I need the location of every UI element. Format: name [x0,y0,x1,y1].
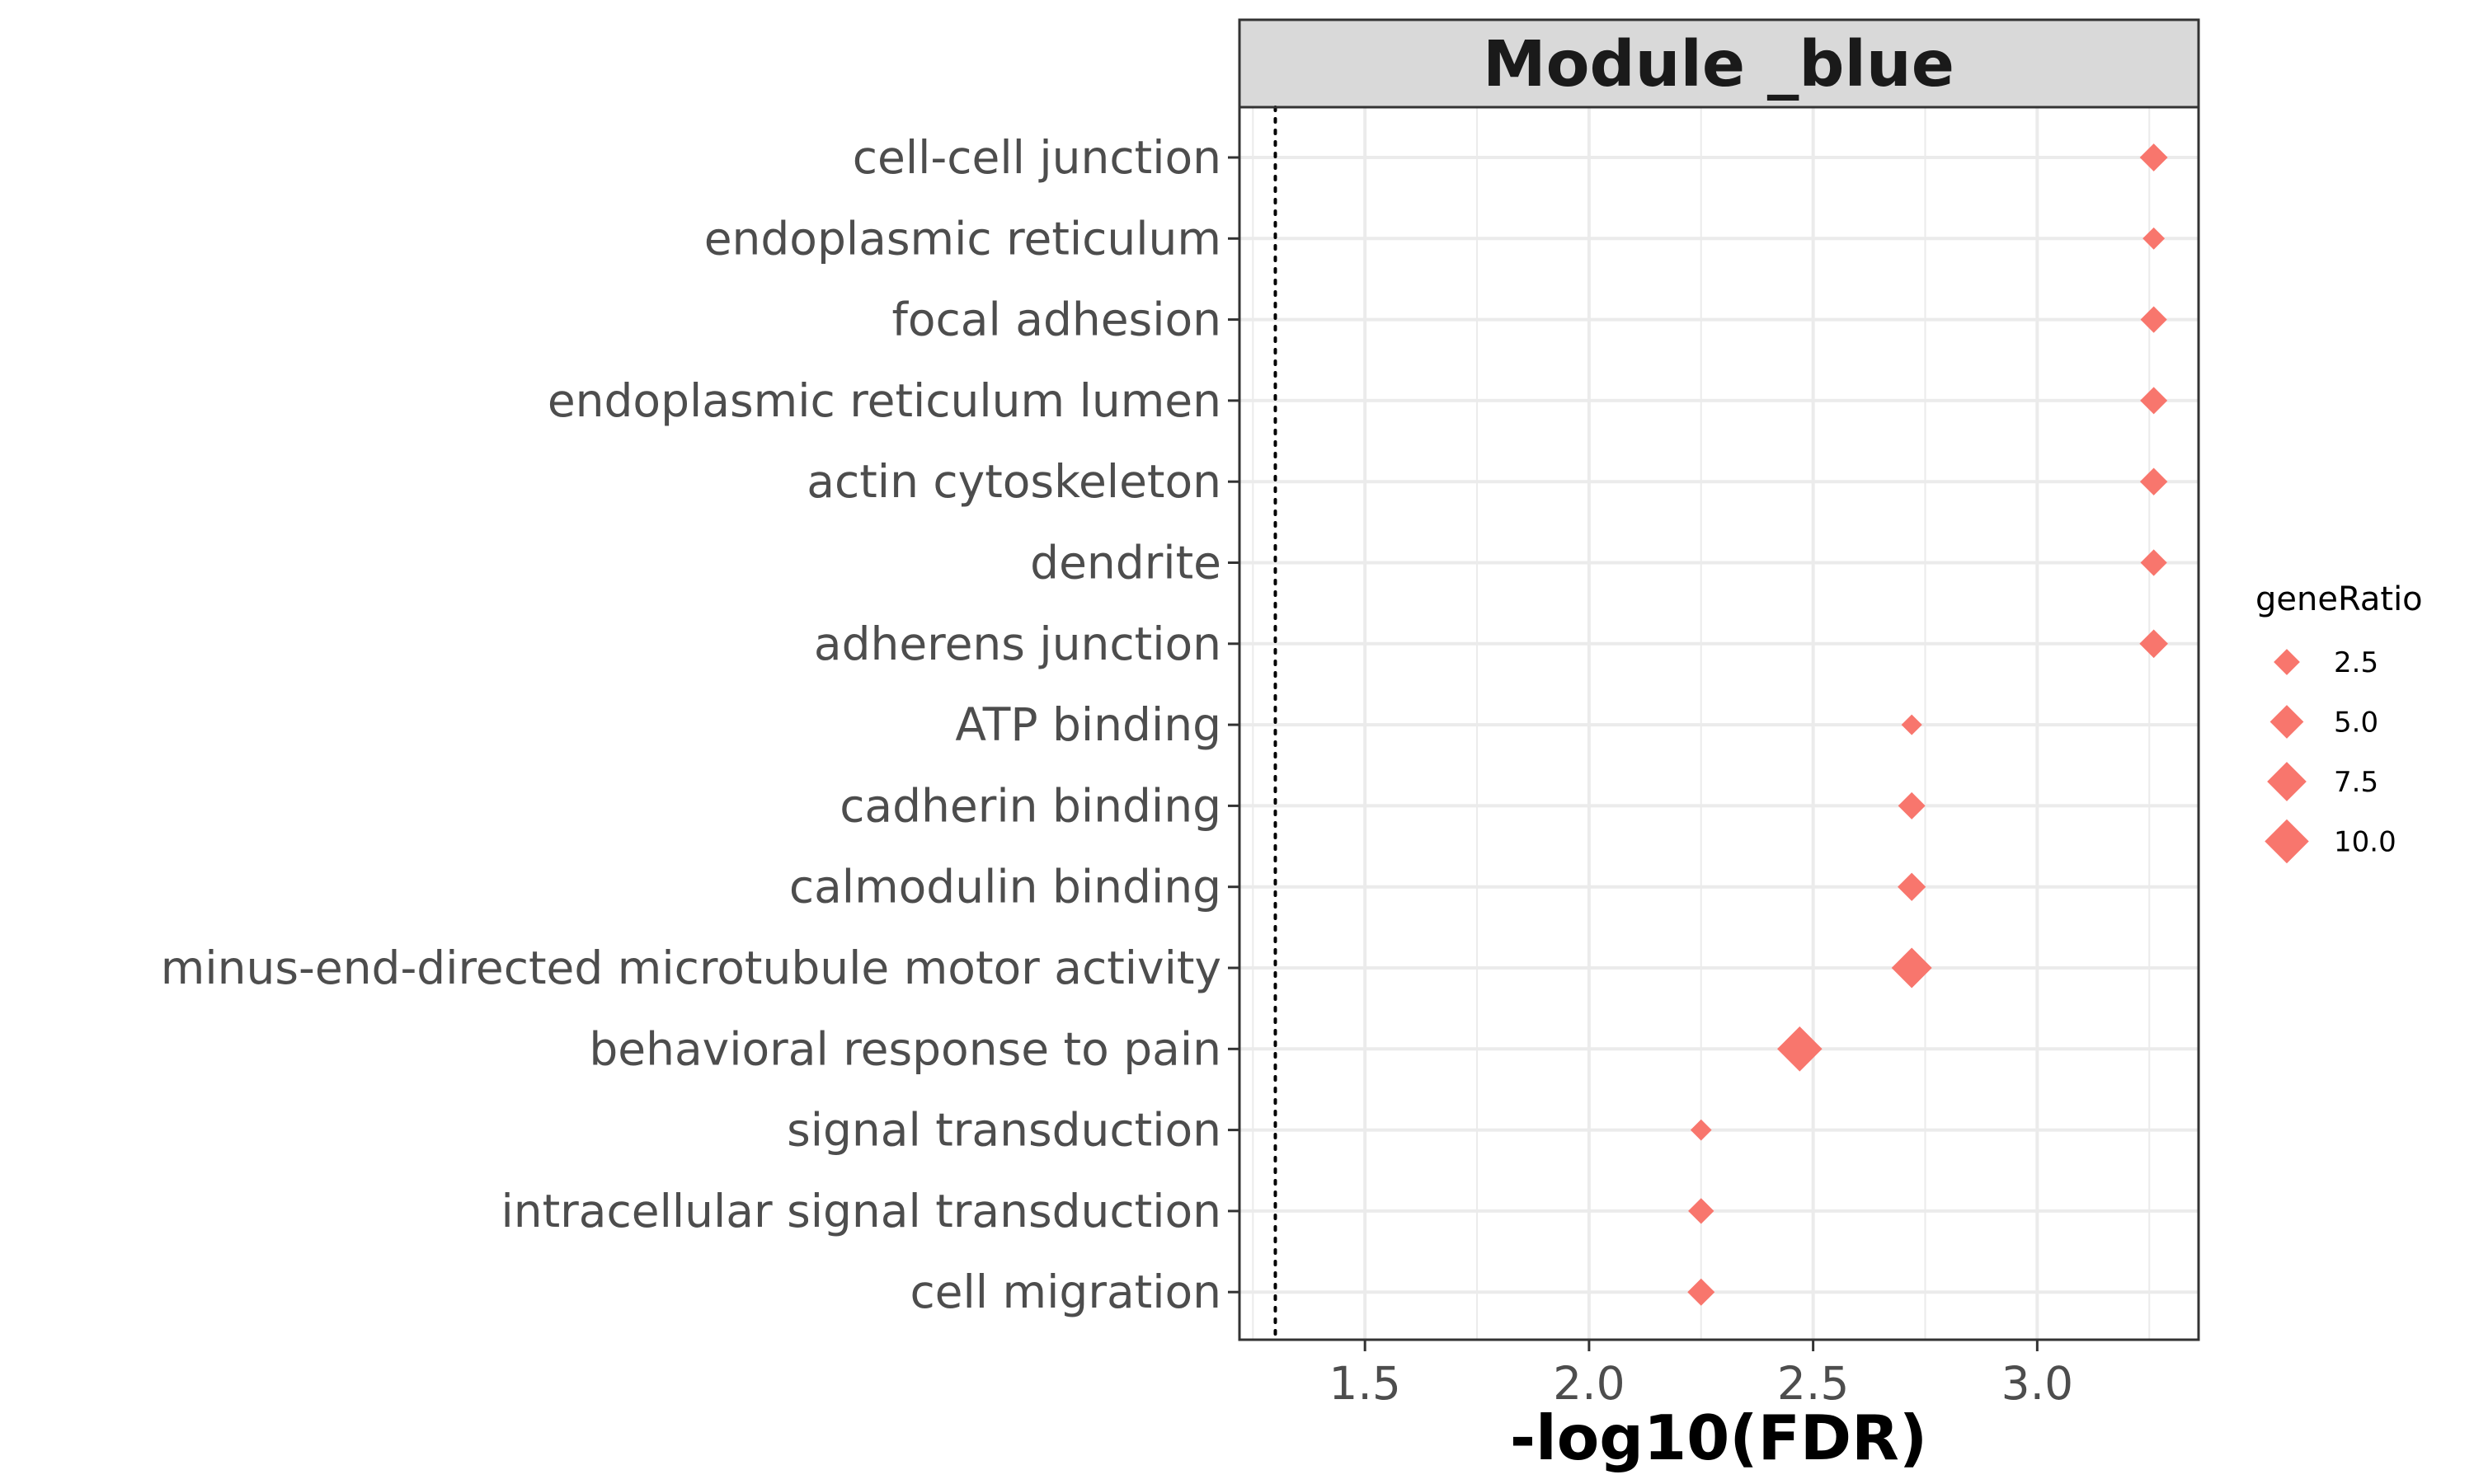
legend-label: 5.0 [2334,707,2378,740]
legend-key [2274,649,2300,675]
y-tick-label: endoplasmic reticulum lumen [548,374,1221,427]
y-tick-label: calmodulin binding [789,861,1221,913]
facet-strip-background [1238,18,2200,109]
data-point [2140,306,2167,333]
x-tick-label: 2.5 [1777,1357,1849,1410]
data-point [1687,1278,1715,1306]
data-point [1891,947,1932,989]
x-axis-title: -log10(FDR) [1510,1402,1927,1474]
data-point [2139,629,2168,659]
y-tick-label: focal adhesion [892,294,1221,346]
facet-strip: Module _blue [1238,18,2200,109]
y-tick-label: minus-end-directed microtubule motor act… [161,942,1221,994]
y-tick-label: cadherin binding [840,779,1221,832]
y-tick-label: cell-cell junction [853,131,1221,184]
data-point [2140,387,2168,415]
x-tick-label: 3.0 [2001,1357,2073,1410]
plot-panel [1238,106,2200,1341]
data-point [1777,1026,1823,1072]
legend-key [2267,762,2307,801]
y-tick-label: intracellular signal transduction [501,1185,1221,1237]
x-axis: 1.5 2.0 2.5 3.0 [1329,1340,2073,1410]
x-tick-label: 1.5 [1329,1357,1400,1410]
y-axis: cell-cell junction endoplasmic reticulum f… [161,131,1239,1318]
legend-keys: 2.5 5.0 7.5 10.0 [2265,646,2396,864]
legend-label: 2.5 [2334,646,2378,679]
data-point [1688,1198,1714,1224]
y-tick-label: dendrite [1030,537,1221,589]
panel-border [1238,106,2200,1341]
data-point [2140,549,2167,576]
y-tick-label: behavioral response to pain [589,1022,1221,1075]
data-point [1898,872,1926,901]
y-tick-label: ATP binding [955,698,1221,751]
legend-key [2265,819,2309,864]
data-point [1690,1119,1712,1141]
data-point [2139,467,2168,495]
legend: geneRatio 2.5 5.0 7.5 10.0 [2255,580,2423,864]
data-point [2139,143,2168,171]
legend-label: 10.0 [2334,826,2396,859]
y-tick-label: adherens junction [814,618,1221,670]
x-tick-label: 2.0 [1553,1357,1625,1410]
legend-label: 7.5 [2334,766,2378,799]
chart-title: Module _blue [1483,28,1954,101]
legend-key [2269,705,2304,739]
y-tick-label: actin cytoskeleton [807,455,1221,508]
data-point [2142,227,2166,250]
legend-title: geneRatio [2255,580,2423,618]
y-tick-label: endoplasmic reticulum [704,212,1221,265]
y-tick-label: cell migration [910,1266,1221,1318]
data-point [1901,714,1922,735]
grid-major [1239,107,2199,1340]
data-point [1898,791,1926,819]
y-tick-label: signal transduction [787,1104,1221,1157]
data-points [1687,143,2168,1306]
